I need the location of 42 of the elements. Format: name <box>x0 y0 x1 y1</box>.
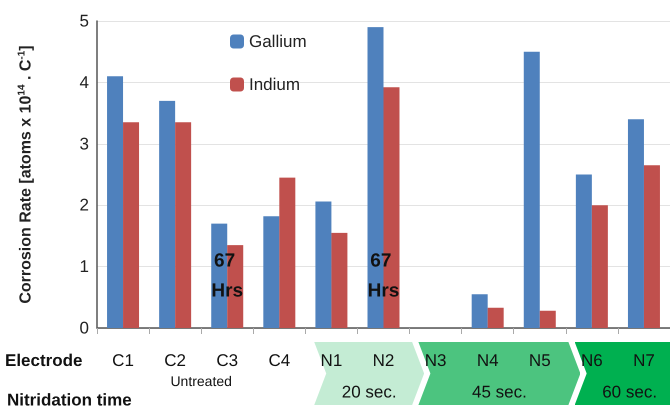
y-tick-label: 2 <box>80 196 89 215</box>
x-tick-label: C3 <box>216 351 238 370</box>
bar <box>524 52 540 328</box>
x-tick-label: C2 <box>164 351 186 370</box>
x-tick-label: N4 <box>476 351 499 370</box>
text: 45 sec. <box>472 382 527 402</box>
x-tick-label: N2 <box>372 351 394 370</box>
bar <box>315 202 332 328</box>
legend-label: Indium <box>249 75 300 94</box>
bar <box>279 178 296 328</box>
legend-label: Gallium <box>249 32 307 51</box>
x-tick-label: N3 <box>424 351 446 370</box>
x-tick-label: N1 <box>320 351 342 370</box>
x-tick-label: N6 <box>580 351 603 370</box>
x-tick-label: N5 <box>528 351 551 370</box>
bar <box>107 76 124 328</box>
bar <box>175 122 192 328</box>
bar <box>644 165 660 328</box>
y-axis-title: Corrosion Rate [atoms x 1014 . C-1] <box>16 45 34 304</box>
bar <box>488 308 504 328</box>
bar <box>263 216 280 328</box>
y-tick-label: 4 <box>80 72 89 92</box>
text: 20 sec. <box>342 382 397 402</box>
bar <box>592 205 608 328</box>
bar <box>472 294 488 328</box>
y-tick-label: 0 <box>80 318 89 338</box>
bar <box>123 122 140 328</box>
y-tick-label: 3 <box>80 134 89 154</box>
text: Untreated <box>170 373 232 389</box>
x-tick-label: N7 <box>633 351 655 370</box>
text: 60 sec. <box>602 382 658 402</box>
bar <box>159 100 176 328</box>
bar <box>576 174 592 328</box>
y-tick-label: 5 <box>80 12 89 30</box>
x-axis-title: Electrode <box>5 351 82 370</box>
bar <box>331 232 348 328</box>
y-tick-label: 1 <box>80 257 89 276</box>
x-tick-label: C4 <box>268 351 290 370</box>
text: Nitridation time <box>7 390 132 409</box>
bar <box>540 310 556 328</box>
bar <box>628 119 644 328</box>
x-tick-label: C1 <box>112 351 134 370</box>
